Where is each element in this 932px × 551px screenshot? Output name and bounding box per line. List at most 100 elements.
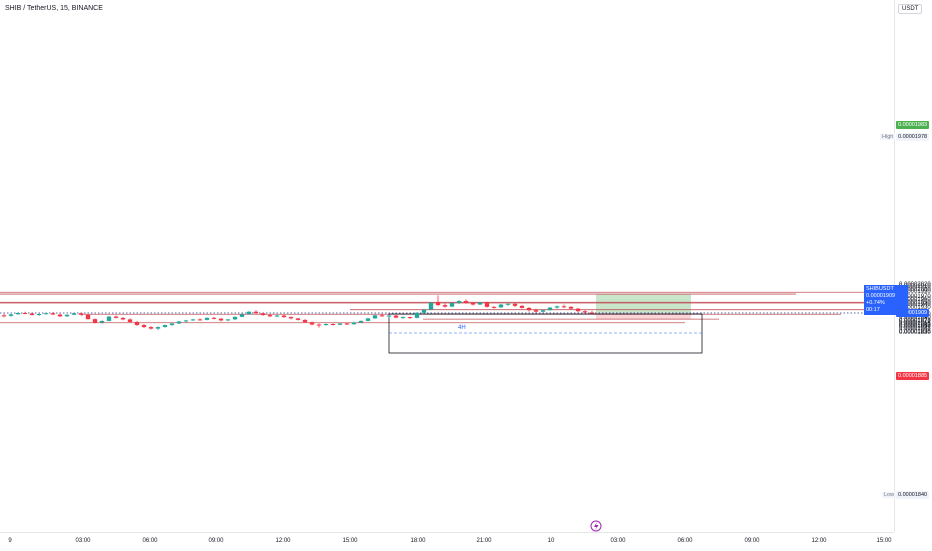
candle <box>323 323 329 326</box>
candle-body <box>99 320 105 323</box>
candle-body <box>50 313 56 315</box>
time-axis[interactable]: 9 03:00 06:00 09:00 12:00 15:00 18:00 21:00 10 03… <box>0 532 894 551</box>
candle-body <box>484 302 490 307</box>
price-tick-label: 0.00001940 <box>899 302 931 309</box>
candle-body <box>435 302 441 306</box>
candle <box>463 299 469 304</box>
candle <box>337 322 343 326</box>
time-tick-label: 06:00 <box>142 538 158 544</box>
price-tick-label: 0.00001878 <box>899 317 931 324</box>
candle-body <box>316 324 322 326</box>
candle <box>414 312 420 319</box>
candle <box>106 315 112 322</box>
candle-body <box>295 318 301 320</box>
candle-body <box>211 317 217 319</box>
candle-body <box>162 325 168 328</box>
candle <box>512 303 518 308</box>
candle-body <box>582 311 588 313</box>
currency-button[interactable]: USDT <box>898 4 923 14</box>
candle-body <box>36 314 42 316</box>
low-value-tag: 0.00001840 <box>896 491 930 499</box>
bar-countdown: 00:17 <box>866 307 880 313</box>
price-tick-label: 0.00001830 <box>899 330 931 337</box>
time-tick-label: 21:00 <box>476 538 492 544</box>
event-marker[interactable] <box>590 520 602 532</box>
price-tick-label: 0.00001848 <box>899 325 931 332</box>
candle <box>379 313 385 317</box>
candle-body <box>428 302 434 310</box>
candle <box>358 320 364 323</box>
drawings: 4H <box>388 313 703 354</box>
candle <box>575 307 581 313</box>
candle <box>330 323 336 326</box>
candle-body <box>176 321 182 324</box>
price-tick-label: 0.00001860 <box>899 322 931 329</box>
candle <box>239 313 245 318</box>
candle <box>22 311 28 315</box>
target-price-tag: 0.00001983 <box>896 121 930 129</box>
candle <box>148 326 154 330</box>
candle <box>169 322 175 327</box>
time-tick-label: 10 <box>547 538 555 544</box>
lightning-bolt-shape <box>594 522 599 531</box>
candle <box>288 316 294 320</box>
candle <box>295 317 301 321</box>
price-tick-label: 0.00002000 <box>899 286 931 293</box>
candle-body <box>379 315 385 317</box>
price-tick-label: 0.00001854 <box>899 324 931 331</box>
candle-body <box>498 304 504 308</box>
candle-body <box>225 319 231 321</box>
zone-label: 4H <box>458 325 466 331</box>
candle-body <box>344 323 350 325</box>
candle-body <box>197 319 203 321</box>
candle-body <box>127 319 133 322</box>
price-tick-label: 0.00001970 <box>899 294 931 301</box>
candle <box>274 314 280 318</box>
candle <box>127 318 133 323</box>
low-label: Low <box>882 492 897 498</box>
stop-zone <box>596 313 691 320</box>
candle-body <box>288 317 294 319</box>
candle-body <box>183 320 189 322</box>
candle <box>344 322 350 326</box>
price-tick-label: 0.00001950 <box>899 299 931 306</box>
candle <box>190 318 196 321</box>
zone-rectangle[interactable] <box>388 313 703 354</box>
candle-body <box>141 325 147 328</box>
candle-body <box>393 315 399 318</box>
price-tick-label: 0.00001872 <box>899 319 931 326</box>
candle-body <box>113 316 119 318</box>
candle-body <box>561 306 567 308</box>
candle-body <box>15 313 21 315</box>
candle <box>197 318 203 321</box>
position-zones <box>596 294 691 320</box>
price-tick-label: 0.00001990 <box>899 289 931 296</box>
candle <box>43 312 49 315</box>
candlestick-chart[interactable]: 4H <box>0 0 894 532</box>
candle <box>505 303 511 307</box>
candle-body <box>204 317 210 320</box>
candle <box>1 313 7 318</box>
candle <box>526 307 532 312</box>
candle <box>470 301 476 306</box>
candle <box>260 312 266 316</box>
candle <box>78 312 84 316</box>
candle-body <box>372 315 378 319</box>
candle-body <box>323 324 329 326</box>
candle <box>554 305 560 309</box>
price-axis[interactable]: 0.00002020 0.00002010 0.00002000 0.00001990… <box>894 0 932 532</box>
candle-body <box>421 309 427 313</box>
candle-body <box>29 313 35 316</box>
candle <box>218 318 224 322</box>
price-tick-label: 0.00001960 <box>899 296 931 303</box>
candle-body <box>78 313 84 315</box>
candle-body <box>589 312 595 314</box>
candle-body <box>64 314 70 317</box>
current-price-tag: 0.00001909 <box>896 309 930 317</box>
candle-body <box>519 305 525 308</box>
candle-body <box>57 314 63 317</box>
symbol-price-box[interactable]: SHIBUSDT 0.00001909 +0.74% 00:17 <box>864 285 908 315</box>
high-value-tag: 0.00001978 <box>896 133 930 141</box>
time-tick-label: 15:00 <box>342 538 358 544</box>
candle-body <box>1 315 7 317</box>
